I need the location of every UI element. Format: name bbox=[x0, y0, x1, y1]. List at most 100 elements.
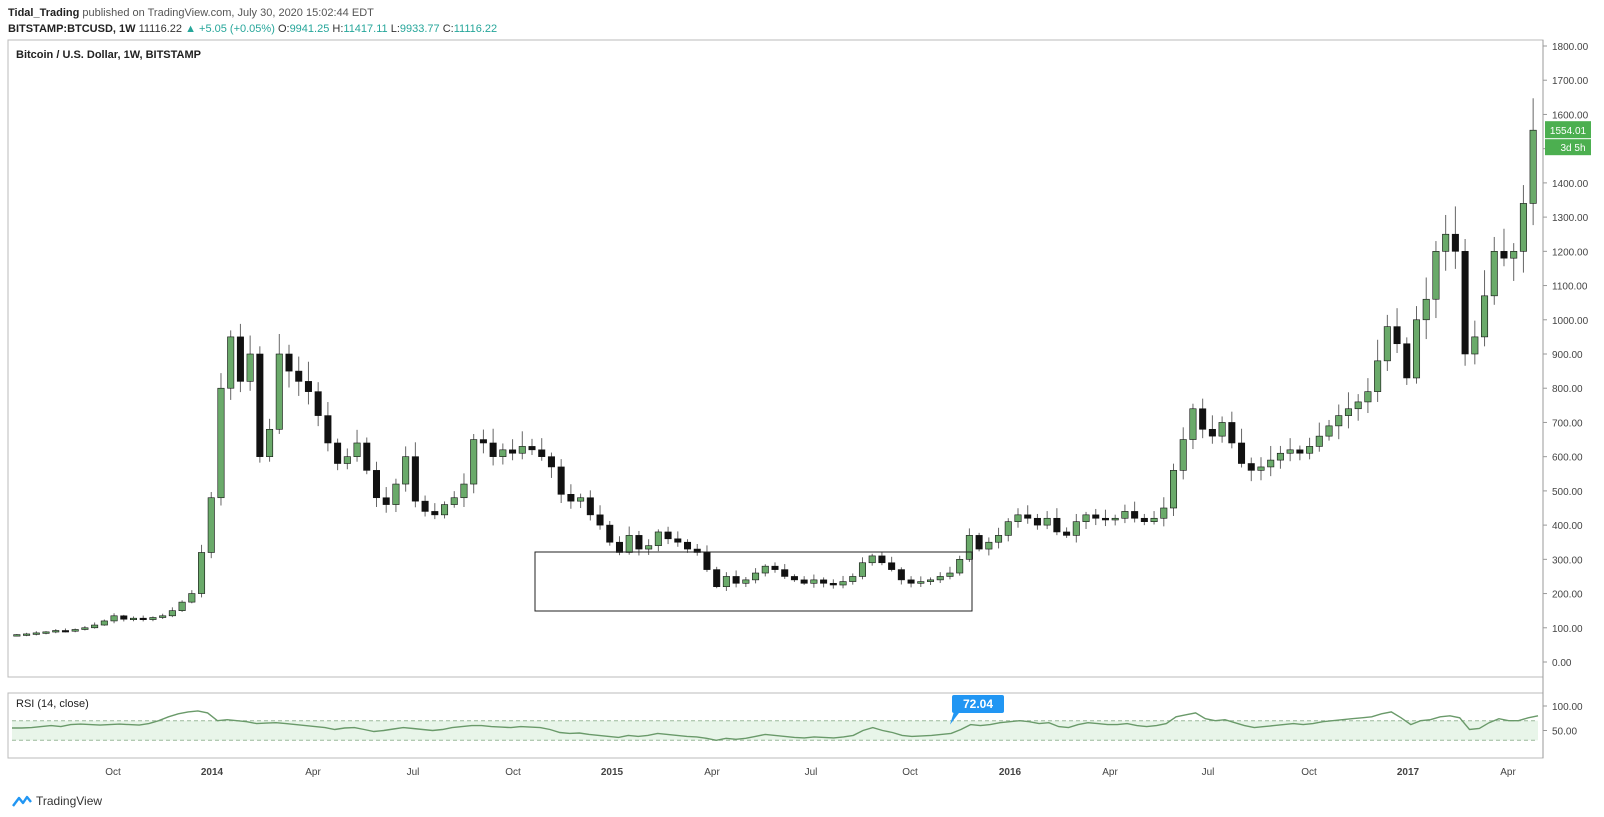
change-up-icon: ▲ bbox=[185, 23, 196, 35]
candle-body bbox=[52, 630, 60, 633]
candle-body bbox=[820, 579, 828, 584]
candle-body bbox=[120, 615, 128, 620]
price-tick-label: 1600.00 bbox=[1552, 110, 1589, 121]
candle-body bbox=[790, 576, 798, 581]
candle-body bbox=[71, 629, 79, 632]
time-tick-label: 2014 bbox=[201, 767, 224, 778]
footer: TradingView bbox=[12, 794, 102, 808]
candle-body bbox=[1043, 517, 1051, 526]
candle-body bbox=[1471, 336, 1479, 355]
candle-body bbox=[1179, 439, 1187, 471]
candle-body bbox=[392, 483, 400, 505]
time-tick-label: Apr bbox=[1500, 767, 1516, 778]
candle-body bbox=[61, 630, 69, 633]
candle-body bbox=[567, 494, 575, 502]
candle-body bbox=[615, 541, 623, 553]
candle-body bbox=[314, 391, 322, 416]
symbol-label: BITSTAMP:BTCUSD, 1W bbox=[8, 23, 136, 35]
candle-body bbox=[363, 442, 371, 471]
footer-brand[interactable]: TradingView bbox=[36, 794, 103, 808]
candle-body bbox=[1364, 391, 1372, 403]
candle-body bbox=[1306, 446, 1314, 454]
price-tick-label: 1700.00 bbox=[1552, 76, 1589, 87]
candle-body bbox=[1189, 408, 1197, 440]
consolidation-box bbox=[534, 551, 973, 612]
candle-body bbox=[878, 555, 886, 564]
candle-body bbox=[372, 470, 380, 499]
time-tick-label: Oct bbox=[902, 767, 918, 778]
candle-body bbox=[1344, 408, 1352, 416]
candle-body bbox=[188, 593, 196, 603]
candle-body bbox=[664, 531, 672, 540]
candle-body bbox=[1033, 517, 1041, 526]
candle-body bbox=[168, 610, 176, 617]
candle-body bbox=[1072, 521, 1080, 536]
candle-body bbox=[722, 576, 730, 588]
candle-body bbox=[1286, 449, 1294, 454]
rsi-tick-label: 100.00 bbox=[1552, 702, 1583, 713]
candle-body bbox=[518, 446, 526, 454]
price-tick-label: 1000.00 bbox=[1552, 316, 1589, 327]
candle-body bbox=[917, 581, 925, 584]
candle-body bbox=[1490, 251, 1498, 297]
price-tick-label: 300.00 bbox=[1552, 555, 1583, 566]
candle-body bbox=[1101, 517, 1109, 521]
candle-body bbox=[1325, 425, 1333, 437]
rsi-value-callout: 72.04 bbox=[963, 697, 993, 711]
author-name[interactable]: Tidal_Trading bbox=[8, 7, 80, 19]
candle-body bbox=[460, 483, 468, 499]
candle-body bbox=[1529, 129, 1537, 204]
time-tick-label: Oct bbox=[505, 767, 521, 778]
candle-body bbox=[1403, 343, 1411, 379]
candle-body bbox=[402, 456, 410, 485]
price-tick-label: 600.00 bbox=[1552, 453, 1583, 464]
candle-body bbox=[1257, 466, 1265, 471]
candle-body bbox=[246, 353, 254, 382]
candle-body bbox=[625, 535, 633, 553]
candle-body bbox=[1267, 459, 1275, 468]
candle-body bbox=[985, 541, 993, 550]
candle-body bbox=[1004, 521, 1012, 536]
candle-body bbox=[217, 387, 225, 499]
candle-body bbox=[606, 524, 614, 543]
candle-body bbox=[742, 579, 750, 584]
rsi-line bbox=[12, 710, 1539, 742]
candle-body bbox=[547, 456, 555, 468]
price-tick-label: 700.00 bbox=[1552, 418, 1583, 429]
time-tick-label: Jul bbox=[1202, 767, 1215, 778]
candle-body bbox=[810, 579, 818, 584]
price-tick-label: 500.00 bbox=[1552, 487, 1583, 498]
candle-body bbox=[13, 634, 21, 637]
candle-body bbox=[1393, 326, 1401, 345]
candle-body bbox=[1111, 517, 1119, 521]
candle-body bbox=[1150, 517, 1158, 522]
candle-body bbox=[1519, 203, 1527, 252]
candle-body bbox=[256, 353, 264, 457]
price-tick-label: 0.00 bbox=[1552, 658, 1572, 669]
candle-body bbox=[1442, 233, 1450, 252]
candle-body bbox=[781, 569, 789, 577]
candle-body bbox=[645, 545, 653, 550]
candle-body bbox=[1238, 442, 1246, 464]
price-tick-label: 100.00 bbox=[1552, 624, 1583, 635]
candle-body bbox=[1247, 463, 1255, 471]
candle-body bbox=[198, 552, 206, 594]
candle-body bbox=[538, 449, 546, 457]
candle-body bbox=[965, 535, 973, 560]
close-label: C: bbox=[442, 23, 454, 35]
countdown-tag-bg bbox=[1545, 139, 1591, 156]
candle-body bbox=[635, 535, 643, 550]
candle-body bbox=[1063, 531, 1071, 536]
candle-body bbox=[159, 615, 167, 618]
candle-body bbox=[800, 579, 808, 584]
candle-body bbox=[23, 633, 31, 636]
price-tick-label: 400.00 bbox=[1552, 521, 1583, 532]
candle-body bbox=[1228, 422, 1236, 444]
candle-body bbox=[431, 511, 439, 516]
candle-body bbox=[1422, 298, 1430, 321]
candle-body bbox=[178, 601, 186, 611]
candle-body bbox=[1276, 452, 1284, 461]
candle-body bbox=[946, 572, 954, 577]
last-price-value: 11116.22 bbox=[138, 23, 183, 35]
